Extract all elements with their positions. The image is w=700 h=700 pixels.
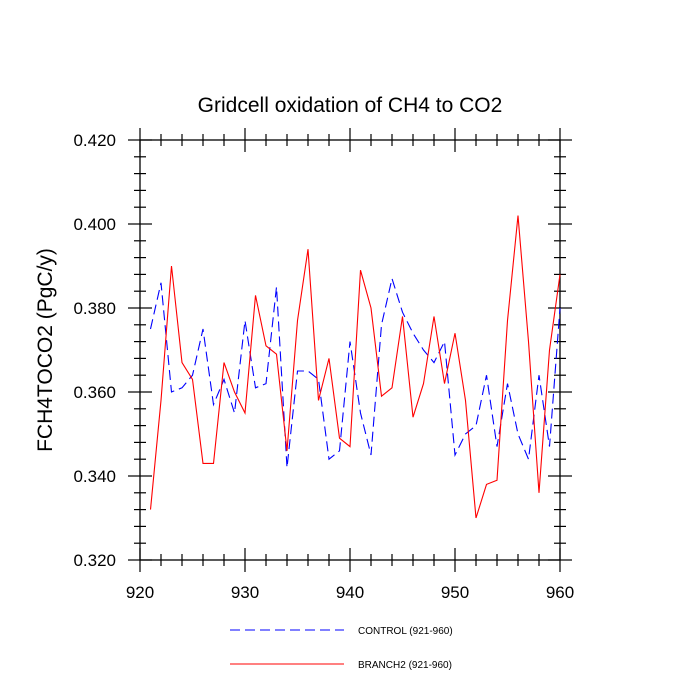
legend-label-control: CONTROL (921-960): [358, 626, 453, 637]
x-tick-label: 940: [336, 583, 364, 602]
y-tick-label: 0.320: [73, 551, 116, 570]
y-tick-label: 0.400: [73, 215, 116, 234]
series-lines: [149, 215, 561, 519]
legend: CONTROL (921-960) BRANCH2 (921-960): [230, 626, 453, 671]
x-tick-label: 930: [231, 583, 259, 602]
legend-label-branch2: BRANCH2 (921-960): [358, 660, 452, 671]
x-tick-label: 950: [441, 583, 469, 602]
x-tick-label: 920: [126, 583, 154, 602]
y-tick-label: 0.420: [73, 131, 116, 150]
series-line-branch2: [149, 215, 561, 519]
y-tick-label: 0.360: [73, 383, 116, 402]
axis-ticks: [128, 128, 572, 572]
series-line-control: [149, 276, 561, 468]
y-tick-label: 0.380: [73, 299, 116, 318]
y-axis-label: FCH4TOCO2 (PgC/y): [34, 248, 57, 452]
chart-title: Gridcell oxidation of CH4 to CO2: [198, 94, 503, 117]
axis-tick-labels: 920 930 940 950 960 0.320 0.340 0.360 0.380 0.400…: [73, 131, 574, 602]
y-tick-label: 0.340: [73, 467, 116, 486]
x-tick-label: 960: [546, 583, 574, 602]
plot-frame: [139, 139, 561, 561]
